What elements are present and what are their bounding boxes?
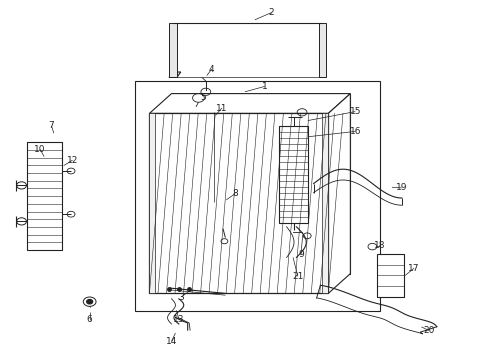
Text: 9: 9 [298,250,304,259]
Text: 21: 21 [292,272,304,281]
Polygon shape [172,94,350,274]
Polygon shape [318,23,326,77]
Text: 3: 3 [178,292,184,302]
Bar [322,113,328,293]
Bar [279,126,308,223]
Text: 7: 7 [49,122,54,130]
Bar [149,113,155,293]
Text: 5: 5 [200,94,206,102]
Circle shape [87,300,93,304]
Text: 20: 20 [423,326,435,335]
Text: 1: 1 [262,82,268,91]
Text: 2: 2 [269,8,274,17]
Text: 19: 19 [396,184,408,192]
Polygon shape [169,72,181,77]
Bar [27,142,62,250]
Polygon shape [328,94,350,293]
Text: 8: 8 [232,189,238,198]
Text: 6: 6 [87,315,93,324]
Text: 11: 11 [216,104,228,112]
Polygon shape [169,23,177,77]
Text: 16: 16 [349,127,361,136]
Text: 14: 14 [166,337,177,346]
Bar [377,254,404,297]
Bar [149,113,328,293]
Text: 12: 12 [67,156,78,165]
Bar [135,81,380,311]
Polygon shape [149,94,350,113]
Text: 10: 10 [34,145,46,154]
Text: 13: 13 [173,315,185,324]
Text: 15: 15 [349,107,361,116]
Text: 4: 4 [209,65,215,74]
Text: 18: 18 [374,241,386,250]
Text: 17: 17 [408,264,420,273]
